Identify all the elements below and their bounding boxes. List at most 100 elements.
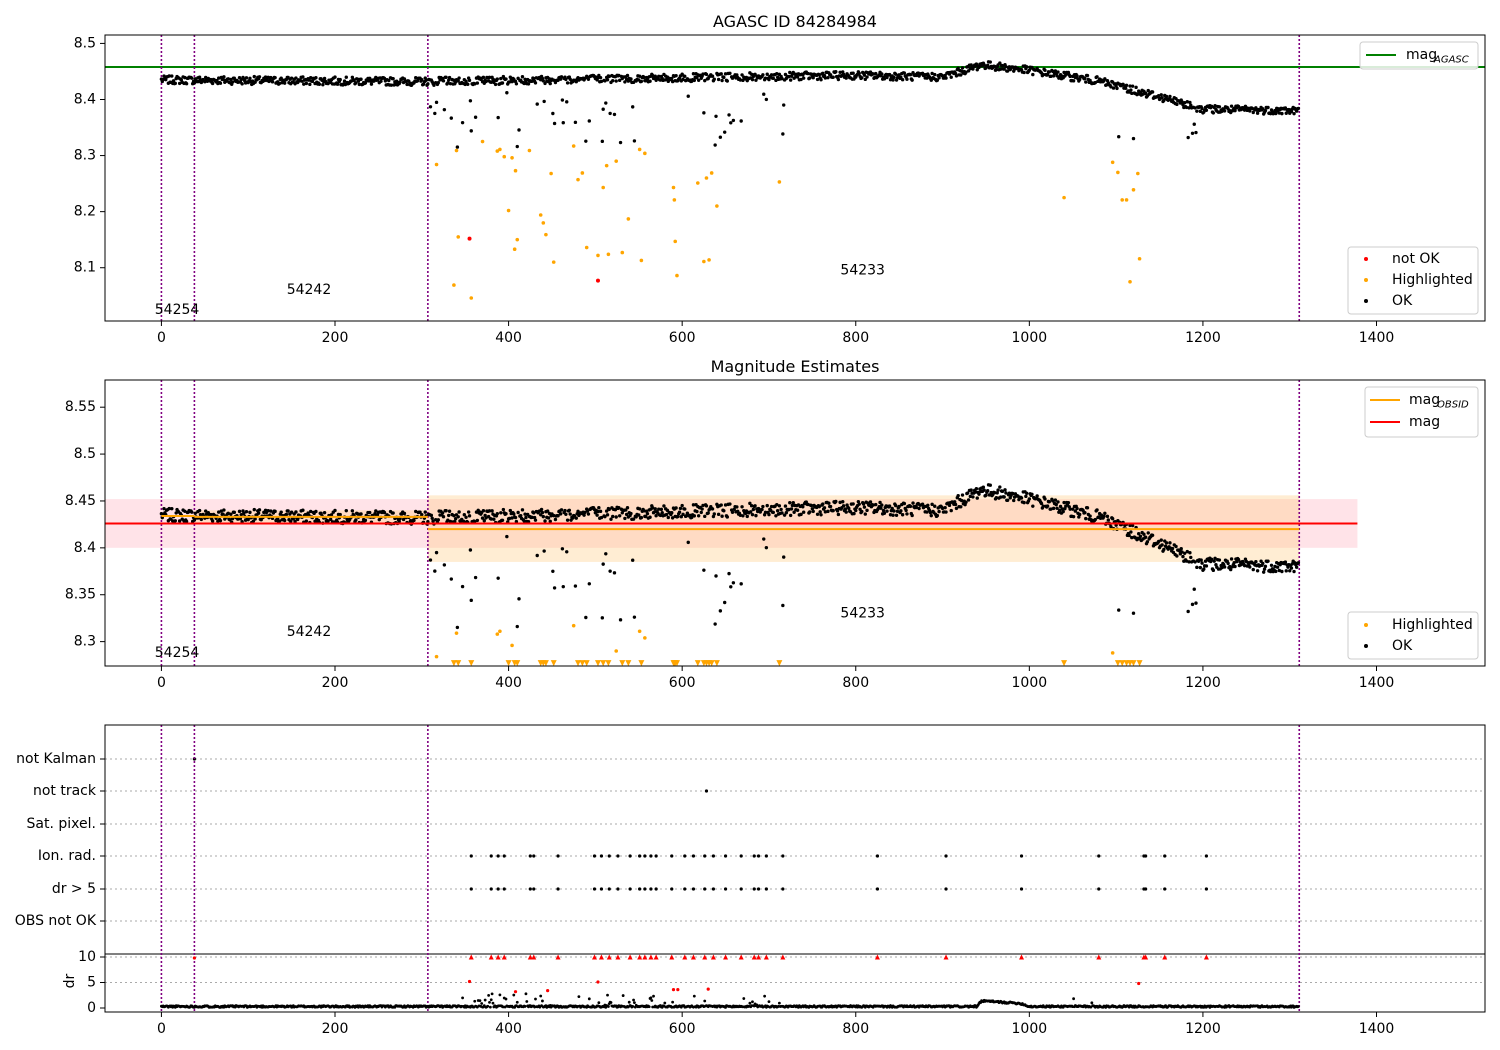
ok-point (653, 507, 657, 511)
ok-point (1159, 538, 1163, 542)
ok-point (658, 513, 663, 518)
dr-point (621, 994, 625, 997)
ok-point (880, 72, 884, 76)
ok-point (1049, 507, 1053, 511)
ok-point (781, 603, 785, 608)
ok-point (795, 75, 800, 79)
ok-point (739, 119, 743, 123)
ok-point (584, 615, 588, 620)
ok-point (456, 515, 460, 519)
highlighted-below-marker (514, 660, 521, 666)
ok-point (735, 73, 739, 77)
ok-point (304, 519, 309, 523)
ok-point (1053, 69, 1058, 73)
ok-point (1156, 93, 1161, 98)
ok-point (637, 507, 642, 511)
ok-point (741, 514, 745, 518)
ok-point (612, 112, 617, 117)
ok-point (819, 78, 823, 82)
ok-point (1164, 94, 1169, 99)
flag-point (607, 887, 611, 891)
ok-point (228, 518, 232, 522)
highlighted-point (707, 258, 711, 262)
ok-point (1093, 517, 1098, 522)
ok-point (729, 121, 733, 125)
ok-point (473, 115, 478, 119)
ok-point (1274, 569, 1278, 574)
ok-point (269, 509, 273, 513)
flag-point (643, 887, 647, 891)
dr-tick-label: 0 (87, 1000, 96, 1016)
x-tick-label: 0 (157, 675, 166, 691)
ok-point (900, 513, 905, 517)
ok-point (944, 510, 948, 514)
ok-point (601, 562, 605, 566)
ok-point (704, 72, 709, 77)
ok-point (801, 76, 806, 80)
agasc-panel-frame (104, 34, 1486, 322)
legend-label: mag (1409, 414, 1440, 430)
dr-clipped-marker (780, 954, 786, 960)
ok-point (998, 485, 1002, 489)
ok-point (1002, 495, 1006, 499)
dr-point (597, 1001, 601, 1005)
ok-point (308, 82, 312, 87)
dr-clipped-marker (468, 954, 474, 960)
ok-point (1142, 532, 1146, 536)
ok-point (1294, 565, 1299, 569)
ok-point (959, 73, 963, 77)
ok-point (436, 518, 440, 522)
ok-point (749, 504, 754, 508)
ok-point (1195, 109, 1199, 113)
ok-point (1255, 111, 1260, 115)
ok-point (1233, 108, 1237, 113)
flag-point (638, 854, 642, 858)
ok-point (447, 509, 452, 513)
ok-point (389, 83, 394, 87)
ok-point (1209, 104, 1214, 109)
ok-point (885, 75, 889, 80)
x-tick-label: 1000 (1012, 1021, 1048, 1037)
ok-point (368, 510, 372, 515)
ok-point (229, 77, 233, 82)
ok-point (1266, 105, 1270, 110)
highlighted-point (541, 221, 546, 225)
dr-clipped-marker (653, 954, 659, 960)
dr-point (671, 1000, 675, 1004)
ok-point (433, 111, 437, 116)
ok-point (763, 510, 768, 515)
ok-point (808, 76, 812, 80)
ok-point (582, 513, 586, 517)
ok-point (823, 510, 828, 514)
ok-point (982, 488, 986, 492)
ok-point (1255, 569, 1260, 573)
ok-point (1025, 491, 1029, 495)
ok-point (888, 513, 893, 517)
ok-point (1248, 565, 1252, 569)
ok-point (683, 74, 687, 78)
ok-point (453, 516, 458, 521)
ok-point (1175, 554, 1179, 558)
ok-point (277, 81, 282, 86)
dr-point (486, 1004, 490, 1008)
highlighted-point (551, 260, 556, 264)
ok-point (548, 519, 552, 523)
ok-point (467, 78, 472, 83)
ok-point (199, 517, 204, 522)
flags-panel: not Kalman not track Sat. pixel. Ion. rad. d… (15, 724, 1486, 1037)
ok-point (424, 78, 428, 83)
ok-point (784, 511, 789, 515)
x-tick-label: 800 (842, 675, 869, 691)
ok-point (992, 490, 997, 495)
ok-point (1138, 534, 1143, 539)
ok-point (482, 519, 486, 523)
ok-point (1043, 68, 1047, 72)
ok-point (429, 513, 434, 518)
ok-point (1085, 506, 1090, 510)
ok-point (391, 76, 395, 81)
ok-point (1041, 504, 1045, 508)
dr-point (515, 1000, 519, 1004)
dr-outlier-point (192, 956, 196, 960)
ok-point (1083, 76, 1087, 81)
ok-point (302, 82, 306, 86)
